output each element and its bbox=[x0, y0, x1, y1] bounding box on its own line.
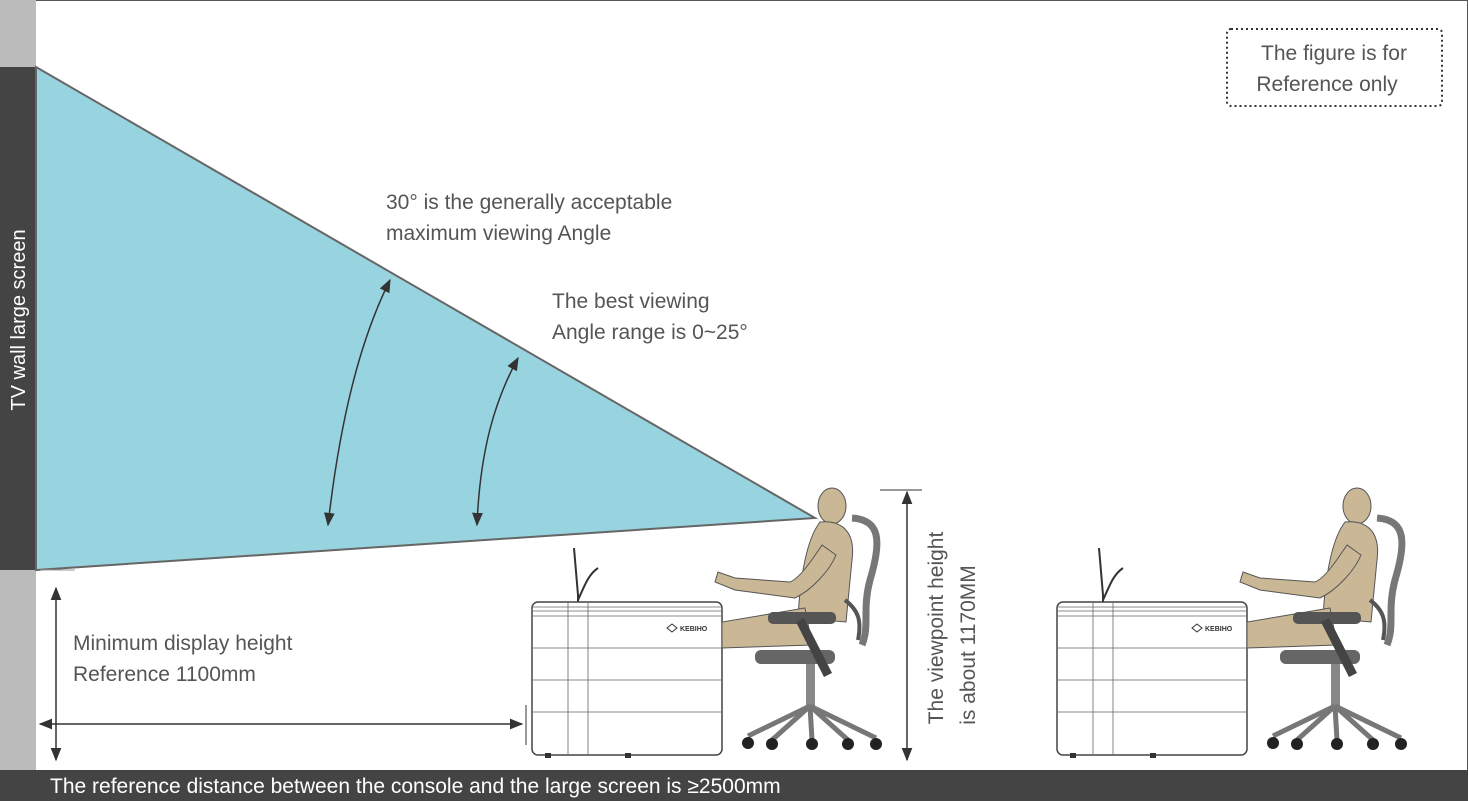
note-line: Reference only bbox=[1256, 73, 1398, 96]
wall-top bbox=[0, 0, 36, 67]
annotation: is about 1170MM bbox=[957, 565, 980, 725]
annotation: Minimum display height bbox=[73, 632, 293, 655]
wall-bottom bbox=[0, 570, 36, 770]
annotation: Angle range is 0~25° bbox=[552, 321, 748, 344]
console-logo: KEBIHO bbox=[680, 626, 708, 633]
tv-wall bbox=[0, 67, 36, 570]
annotation: Reference 1100mm bbox=[73, 663, 256, 686]
console-station bbox=[1057, 488, 1407, 758]
footer-bar bbox=[0, 770, 1468, 801]
note-line: The figure is for bbox=[1261, 42, 1407, 65]
view-cone bbox=[35, 65, 819, 572]
footer-text: The reference distance between the conso… bbox=[50, 775, 781, 798]
sidebar-label: TV wall large screen bbox=[8, 229, 30, 410]
arc-25 bbox=[472, 356, 519, 527]
annotation: The viewpoint height bbox=[925, 532, 948, 725]
annotation: The best viewing bbox=[552, 290, 710, 313]
annotation: maximum viewing Angle bbox=[386, 222, 611, 245]
arc-30 bbox=[324, 278, 391, 527]
note-box bbox=[1226, 28, 1443, 107]
console-logo: KEBIHO bbox=[1205, 626, 1233, 633]
annotation: 30° is the generally acceptable bbox=[386, 191, 672, 214]
